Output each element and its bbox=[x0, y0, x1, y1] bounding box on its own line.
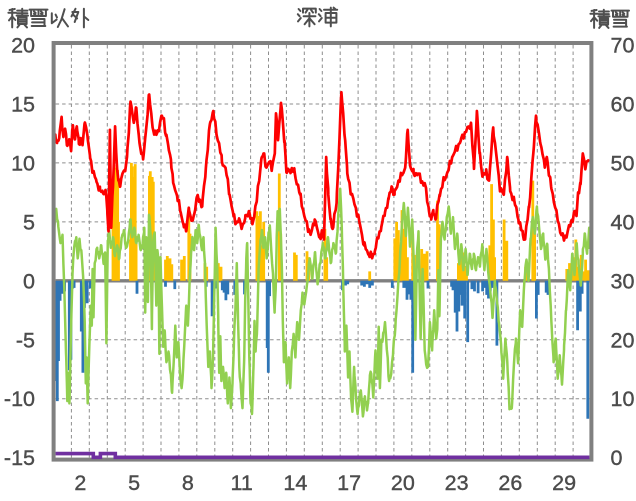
svg-text:29: 29 bbox=[552, 471, 576, 495]
svg-text:30: 30 bbox=[611, 269, 635, 293]
svg-text:40: 40 bbox=[611, 210, 635, 234]
svg-text:23: 23 bbox=[445, 471, 469, 495]
svg-text:5: 5 bbox=[128, 471, 140, 495]
svg-text:17: 17 bbox=[337, 471, 361, 495]
svg-text:5: 5 bbox=[23, 210, 35, 234]
svg-text:15: 15 bbox=[11, 92, 35, 116]
svg-text:20: 20 bbox=[391, 471, 415, 495]
svg-text:11: 11 bbox=[230, 471, 252, 495]
svg-text:-15: -15 bbox=[4, 446, 35, 470]
svg-text:-5: -5 bbox=[16, 328, 35, 352]
svg-text:10: 10 bbox=[11, 151, 35, 175]
svg-text:20: 20 bbox=[611, 328, 635, 352]
svg-text:8: 8 bbox=[182, 471, 194, 495]
svg-text:70: 70 bbox=[611, 34, 635, 58]
svg-text:10: 10 bbox=[611, 387, 635, 411]
svg-text:14: 14 bbox=[283, 471, 307, 495]
svg-text:0: 0 bbox=[611, 446, 623, 470]
svg-text:0: 0 bbox=[23, 269, 35, 293]
svg-text:20: 20 bbox=[11, 34, 35, 58]
svg-text:-10: -10 bbox=[4, 387, 35, 411]
svg-text:26: 26 bbox=[498, 471, 522, 495]
svg-text:2: 2 bbox=[74, 471, 86, 495]
svg-text:50: 50 bbox=[611, 151, 635, 175]
svg-text:60: 60 bbox=[611, 92, 635, 116]
